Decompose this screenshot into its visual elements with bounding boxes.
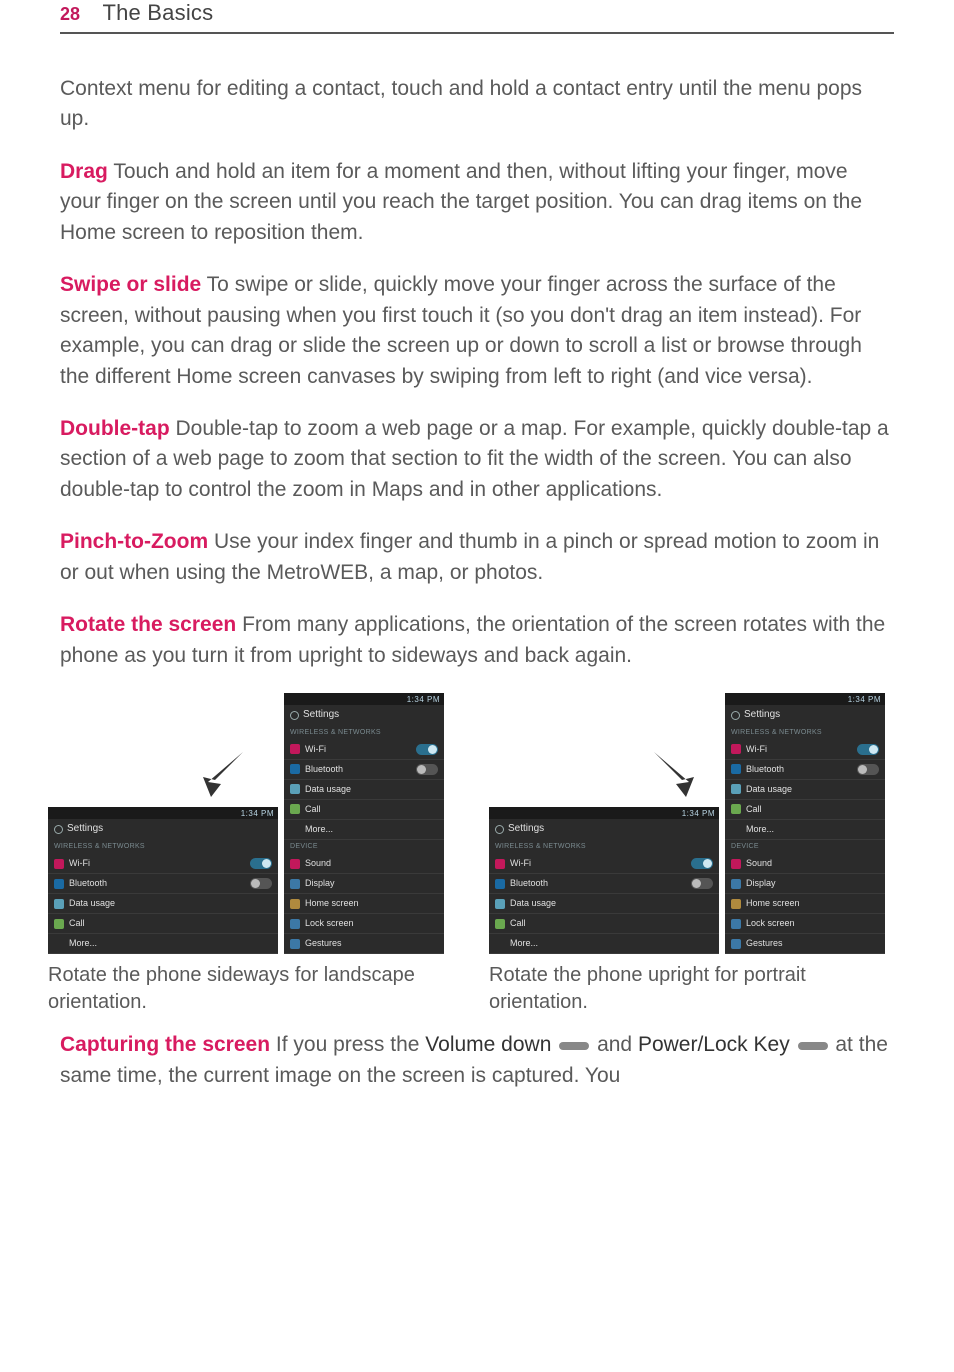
- data-icon: [54, 899, 64, 909]
- doubletap-heading: Double-tap: [60, 417, 170, 440]
- swipe-paragraph: Swipe or slide To swipe or slide, quickl…: [60, 270, 894, 392]
- row-more: More...: [48, 934, 278, 954]
- rotate-paragraph: Rotate the screen From many applications…: [60, 610, 894, 671]
- bluetooth-icon: [290, 764, 300, 774]
- lock-icon: [290, 919, 300, 929]
- intro-paragraph: Context menu for editing a contact, touc…: [60, 74, 894, 135]
- capture-heading: Capturing the screen: [60, 1033, 270, 1056]
- row-wifi: Wi-Fi: [48, 854, 278, 874]
- landscape-caption: Rotate the phone sideways for landscape …: [48, 962, 465, 1016]
- volume-key-icon: [559, 1042, 589, 1050]
- phone-portrait-mock-2: 1:34 PM Settings WIRELESS & NETWORKS Wi-…: [725, 693, 885, 954]
- arrow-right-icon: [619, 737, 719, 807]
- section-title: The Basics: [102, 0, 213, 26]
- bluetooth-icon: [54, 879, 64, 889]
- gear-icon: [54, 825, 63, 834]
- power-lock-label: Power/Lock Key: [638, 1033, 790, 1056]
- figure-portrait: 1:34 PM Settings WIRELESS & NETWORKS Wi-…: [489, 693, 906, 1016]
- figure-landscape: 1:34 PM Settings WIRELESS & NETWORKS Wi-…: [48, 693, 465, 1016]
- phone-landscape-mock: 1:34 PM Settings WIRELESS & NETWORKS Wi-…: [48, 807, 278, 954]
- status-bar: 1:34 PM: [284, 693, 444, 705]
- bluetooth-label: Bluetooth: [69, 877, 107, 890]
- data-icon: [290, 784, 300, 794]
- capture-body-a: If you press the: [270, 1033, 425, 1056]
- sound-icon: [290, 859, 300, 869]
- phone-portrait-mock-1: 1:34 PM Settings WIRELESS & NETWORKS Wi-…: [284, 693, 444, 954]
- wifi-label: Wi-Fi: [69, 857, 90, 870]
- display-icon: [290, 879, 300, 889]
- rotate-heading: Rotate the screen: [60, 613, 236, 636]
- app-title: Settings: [303, 708, 339, 723]
- wifi-icon: [54, 859, 64, 869]
- doubletap-paragraph: Double-tap Double-tap to zoom a web page…: [60, 414, 894, 505]
- pinch-paragraph: Pinch-to-Zoom Use your index finger and …: [60, 527, 894, 588]
- wifi-icon: [290, 744, 300, 754]
- portrait-caption: Rotate the phone upright for portrait or…: [489, 962, 906, 1016]
- gestures-icon: [290, 939, 300, 949]
- gear-icon: [731, 711, 740, 720]
- capture-paragraph: Capturing the screen If you press the Vo…: [60, 1030, 894, 1091]
- capture-body-b: and: [591, 1033, 638, 1056]
- app-title-row: Settings: [48, 819, 278, 840]
- page-number: 28: [60, 4, 80, 25]
- drag-body: Touch and hold an item for a moment and …: [60, 160, 862, 244]
- status-bar: 1:34 PM: [48, 807, 278, 819]
- category-label-2: DEVICE: [284, 840, 444, 854]
- power-key-icon: [798, 1042, 828, 1050]
- swipe-heading: Swipe or slide: [60, 273, 201, 296]
- call-icon: [290, 804, 300, 814]
- gear-icon: [290, 711, 299, 720]
- phone-landscape-mock-2: 1:34 PM Settings WIRELESS & NETWORKS Wi-…: [489, 807, 719, 954]
- app-title: Settings: [67, 822, 103, 837]
- category-label: WIRELESS & NETWORKS: [48, 840, 278, 854]
- app-title-row: Settings: [284, 705, 444, 726]
- category-label: WIRELESS & NETWORKS: [284, 726, 444, 740]
- row-data: Data usage: [48, 894, 278, 914]
- call-label: Call: [69, 917, 85, 930]
- more-label: More...: [69, 937, 97, 950]
- rotate-figures: 1:34 PM Settings WIRELESS & NETWORKS Wi-…: [48, 693, 906, 1016]
- row-bluetooth: Bluetooth: [48, 874, 278, 894]
- volume-down-label: Volume down: [425, 1033, 551, 1056]
- wifi-toggle: [250, 858, 272, 869]
- drag-heading: Drag: [60, 160, 108, 183]
- pinch-heading: Pinch-to-Zoom: [60, 530, 208, 553]
- arrow-left-icon: [178, 737, 278, 807]
- gear-icon: [495, 825, 504, 834]
- bluetooth-toggle: [250, 878, 272, 889]
- call-icon: [54, 919, 64, 929]
- data-label: Data usage: [69, 897, 115, 910]
- drag-paragraph: Drag Touch and hold an item for a moment…: [60, 157, 894, 248]
- doubletap-body: Double-tap to zoom a web page or a map. …: [60, 417, 889, 501]
- home-icon: [290, 899, 300, 909]
- row-call: Call: [48, 914, 278, 934]
